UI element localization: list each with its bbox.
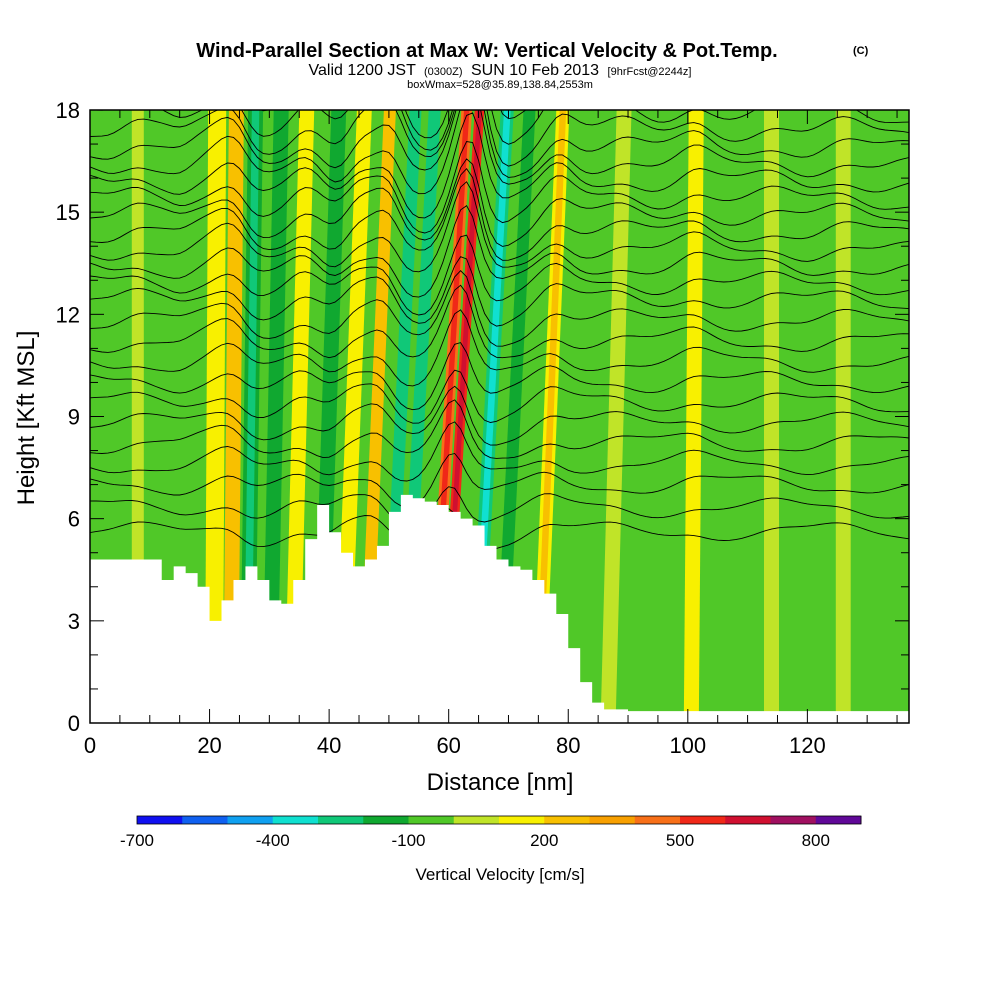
x-tick-label: 20 xyxy=(197,733,221,758)
colorbar-swatch xyxy=(137,816,183,824)
chart-title: Wind-Parallel Section at Max W: Vertical… xyxy=(196,40,777,62)
colorbar-tick-label: 500 xyxy=(666,831,694,850)
w-band-22 xyxy=(728,110,744,723)
theta-contour-22 xyxy=(90,110,909,151)
y-tick-label: 6 xyxy=(68,507,80,532)
terrain-fill xyxy=(90,494,909,723)
colorbar-swatch xyxy=(589,816,636,824)
y-tick-label: 18 xyxy=(56,98,80,123)
theta-contour-17 xyxy=(90,141,909,234)
x-tick-label: 120 xyxy=(789,733,826,758)
x-axis-label: Distance [nm] xyxy=(427,769,574,796)
theta-contour-10 xyxy=(90,270,909,347)
colorbar-tick-label: -400 xyxy=(256,831,290,850)
colorbar-tick-label: -700 xyxy=(120,831,154,850)
subtitle-date: SUN 10 Feb 2013 xyxy=(471,62,599,79)
w-band-26 xyxy=(871,110,887,723)
theta-contour-21 xyxy=(90,110,909,167)
y-axis: 0 3 6 9 12 15 18 xyxy=(56,98,909,736)
w-band-core-4 xyxy=(226,110,241,723)
colorbar-swatch xyxy=(272,816,319,824)
colorbar: -700 -400 -100 200 500 800 xyxy=(120,815,862,850)
colorbar-swatch xyxy=(227,816,274,824)
subtitle-utc: (0300Z) xyxy=(424,66,463,78)
w-band-3 xyxy=(204,110,227,723)
theta-contour-1 xyxy=(90,486,909,527)
theta-contour-9 xyxy=(90,284,909,359)
colorbar-tick-label: -100 xyxy=(391,831,425,850)
w-band-19 xyxy=(600,110,632,723)
theta-contour-14 xyxy=(90,181,909,273)
theta-contour-2 xyxy=(90,452,909,508)
terrain-mask xyxy=(90,494,909,723)
theta-contour-8 xyxy=(90,309,909,387)
chart-subtitle-2: boxWmax=528@35.89,138.84,2553m xyxy=(407,79,593,91)
colorbar-label: Vertical Velocity [cm/s] xyxy=(415,865,584,884)
y-tick-label: 9 xyxy=(68,405,80,430)
colorbar-swatch xyxy=(182,816,228,824)
x-tick-label: 40 xyxy=(317,733,341,758)
colorbar-swatch xyxy=(815,816,862,824)
theta-contour-5 xyxy=(90,385,909,446)
colorbar-frame xyxy=(136,815,862,825)
y-tick-label: 15 xyxy=(56,200,80,225)
x-tick-label: 100 xyxy=(669,733,706,758)
x-axis: 0 20 40 60 80 100 120 xyxy=(84,110,898,758)
copyright-mark: (C) xyxy=(853,45,869,57)
colorbar-swatch xyxy=(453,816,500,824)
vertical-velocity-field xyxy=(90,110,909,723)
potential-temperature-contours xyxy=(90,110,909,551)
w-band-25 xyxy=(835,110,851,723)
x-tick-label: 60 xyxy=(436,733,460,758)
subtitle-forecast: [9hrFcst@2244z] xyxy=(608,66,692,78)
theta-contour-4 xyxy=(90,399,909,459)
theta-contour-6 xyxy=(90,369,909,424)
w-band-23 xyxy=(764,110,779,723)
theta-contour-18 xyxy=(90,112,909,219)
theta-contour-13 xyxy=(90,205,909,298)
colorbar-swatch xyxy=(725,816,771,824)
w-band-20 xyxy=(639,110,665,723)
theta-contour-12 xyxy=(90,234,909,316)
y-tick-label: 0 xyxy=(68,711,80,736)
w-band-7 xyxy=(284,110,315,723)
theta-contour-16 xyxy=(90,158,909,247)
subtitle-valid: Valid 1200 JST xyxy=(309,62,417,79)
theta-contour-11 xyxy=(90,256,909,327)
w-band-6 xyxy=(262,110,289,723)
theta-contour-3 xyxy=(90,421,909,482)
colorbar-swatch xyxy=(499,816,545,824)
colorbar-swatch xyxy=(544,816,590,824)
colorbar-tick-label: 200 xyxy=(530,831,558,850)
x-tick-label: 80 xyxy=(556,733,580,758)
colorbar-swatch xyxy=(363,816,409,824)
colorbar-swatch xyxy=(408,816,455,824)
theta-contour-15 xyxy=(90,167,909,261)
chart-subtitle: Valid 1200 JST (0300Z) SUN 10 Feb 2013 [… xyxy=(309,62,692,79)
theta-contour-7 xyxy=(90,342,909,411)
colorbar-tick-label: 800 xyxy=(802,831,830,850)
colorbar-swatch xyxy=(770,816,817,824)
w-band-18 xyxy=(568,110,604,723)
colorbar-swatch xyxy=(634,816,681,824)
y-axis-label: Height [Kft MSL] xyxy=(13,331,40,506)
y-tick-label: 12 xyxy=(56,302,80,327)
w-band-24 xyxy=(799,110,815,723)
theta-contour-20 xyxy=(90,110,909,178)
colorbar-swatch xyxy=(680,816,726,824)
x-tick-label: 0 xyxy=(84,733,96,758)
w-band-21 xyxy=(683,110,704,723)
colorbar-swatch xyxy=(318,816,364,824)
theta-contour-0 xyxy=(90,508,909,551)
theta-contour-19 xyxy=(90,110,909,195)
y-tick-label: 3 xyxy=(68,609,80,634)
